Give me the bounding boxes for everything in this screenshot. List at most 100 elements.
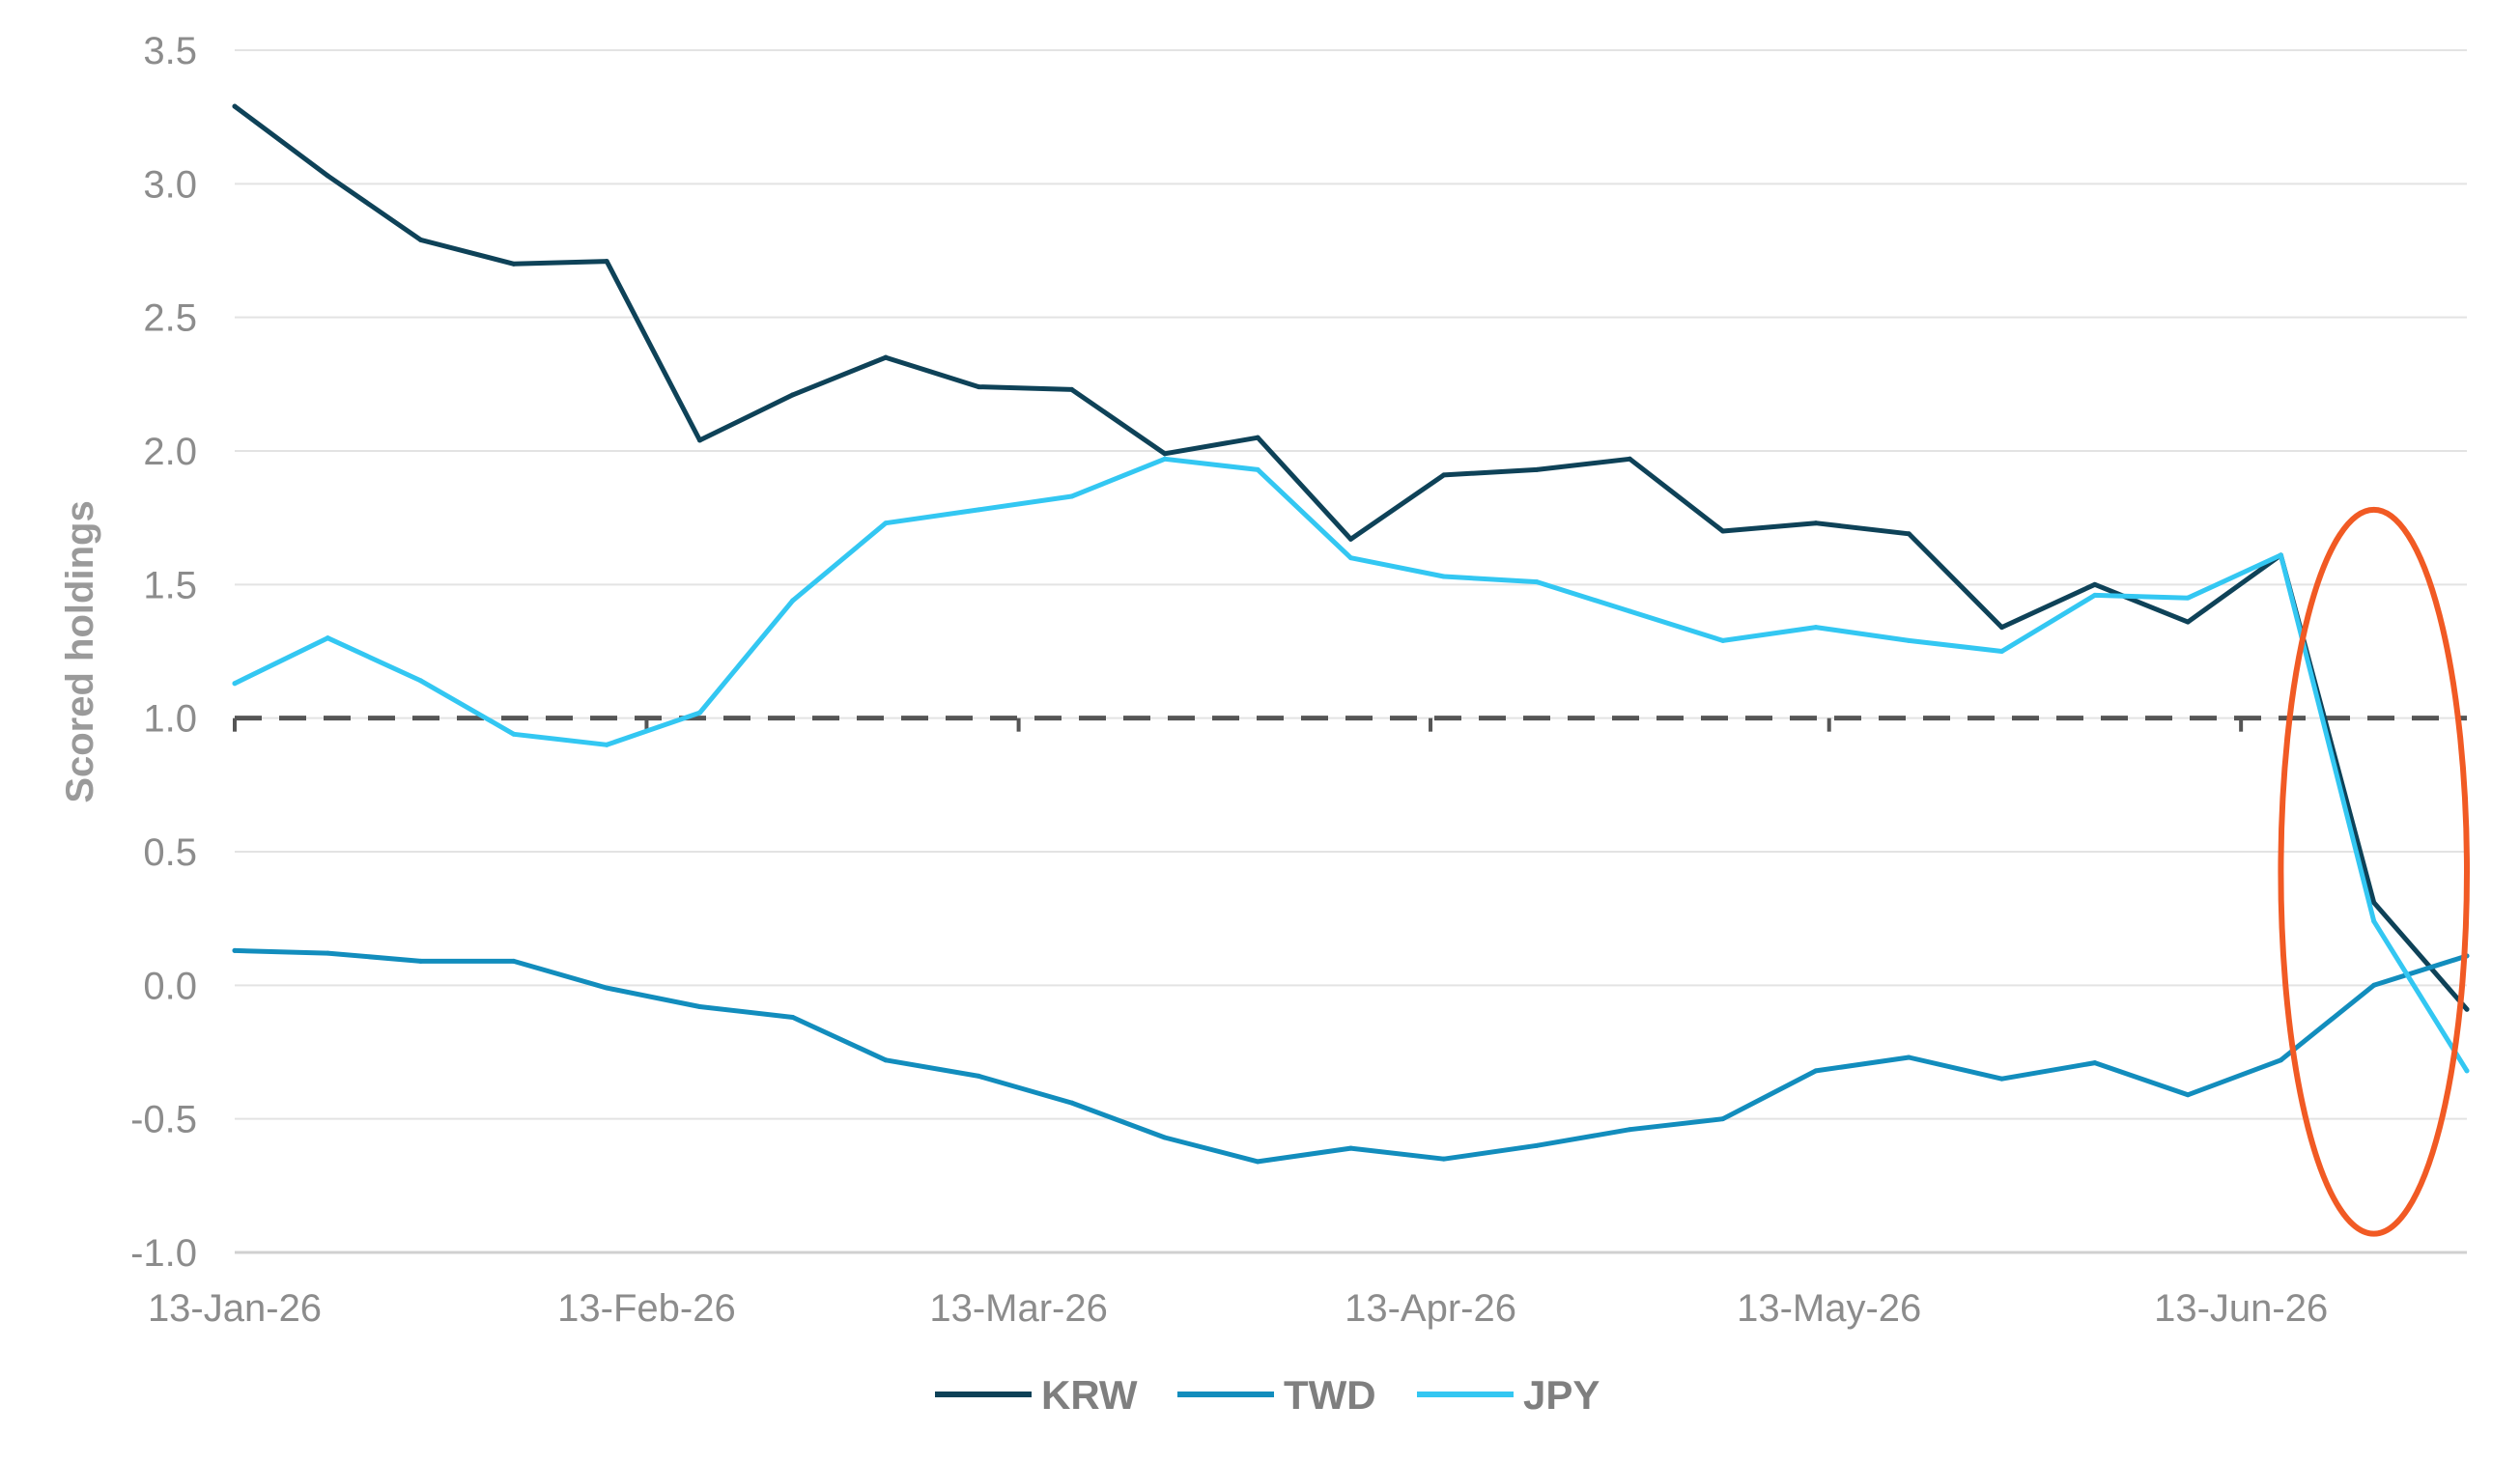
y-tick-label: -0.5 [130, 1099, 197, 1141]
y-tick-label: 3.5 [143, 30, 197, 72]
data-point-krw [1813, 520, 1819, 526]
data-point-krw [1348, 536, 1353, 542]
data-point-krw [604, 259, 609, 265]
data-point-twd [511, 958, 517, 964]
data-point-twd [1534, 1142, 1540, 1148]
y-tick-label: 3.0 [143, 163, 197, 206]
legend-label-twd: TWD [1284, 1372, 1376, 1418]
data-point-krw [232, 103, 238, 109]
data-point-krw [1162, 451, 1168, 457]
data-point-jpy [232, 681, 238, 687]
data-point-jpy [1999, 649, 2005, 654]
series-line-twd [232, 947, 2470, 1165]
data-point-jpy [2371, 918, 2377, 924]
series-lines [232, 103, 2470, 1165]
data-point-jpy [790, 598, 796, 604]
data-point-krw [2464, 1006, 2470, 1012]
data-point-krw [1627, 456, 1632, 462]
y-tick-label: 2.0 [143, 431, 197, 473]
data-point-krw [790, 392, 796, 398]
data-point-krw [1906, 531, 1911, 537]
data-point-krw [1720, 528, 1726, 534]
y-tick-label: 0.5 [143, 831, 197, 874]
data-point-jpy [511, 731, 517, 737]
data-point-twd [1627, 1127, 1632, 1133]
data-point-twd [2185, 1092, 2191, 1098]
legend-label-jpy: JPY [1523, 1372, 1600, 1418]
data-point-krw [976, 384, 981, 390]
data-point-twd [325, 950, 330, 956]
y-tick-label: -1.0 [130, 1232, 197, 1275]
data-point-jpy [1906, 637, 1911, 643]
x-tick-label: 13-Apr-26 [1345, 1287, 1516, 1330]
data-point-krw [696, 437, 702, 443]
data-point-krw [1441, 472, 1447, 478]
data-point-jpy [1441, 574, 1447, 579]
x-tick-label: 13-Mar-26 [929, 1287, 1108, 1330]
y-tick-label: 1.5 [143, 564, 197, 606]
data-point-jpy [325, 635, 330, 641]
data-point-krw [1255, 435, 1260, 440]
data-point-krw [2092, 581, 2098, 587]
data-point-twd [2278, 1057, 2283, 1063]
data-point-twd [604, 985, 609, 991]
reference-line-group [233, 716, 2467, 732]
data-point-twd [1069, 1100, 1075, 1106]
data-point-jpy [2278, 552, 2283, 558]
data-point-twd [1906, 1054, 1911, 1060]
data-point-jpy [1813, 625, 1819, 631]
x-tick-label: 13-May-26 [1737, 1287, 1921, 1330]
data-point-jpy [696, 710, 702, 716]
data-point-twd [2371, 982, 2377, 988]
data-point-jpy [1069, 493, 1075, 499]
data-point-twd [1162, 1135, 1168, 1140]
data-point-krw [2371, 900, 2377, 906]
data-point-jpy [1348, 555, 1353, 561]
data-point-twd [2092, 1060, 2098, 1066]
gridlines [235, 49, 2467, 1254]
data-point-twd [696, 1003, 702, 1009]
data-point-jpy [2185, 595, 2191, 601]
data-point-twd [418, 958, 424, 964]
data-point-jpy [1162, 456, 1168, 462]
data-point-twd [1348, 1145, 1353, 1151]
data-point-twd [883, 1057, 889, 1063]
data-point-krw [1069, 386, 1075, 392]
data-point-jpy [883, 520, 889, 526]
data-point-jpy [2092, 592, 2098, 598]
data-point-jpy [1534, 579, 1540, 585]
data-point-krw [1999, 625, 2005, 631]
data-point-twd [1813, 1068, 1819, 1074]
data-point-krw [2185, 619, 2191, 625]
legend: KRW TWD JPY [935, 1372, 1600, 1418]
x-tick-label: 13-Jun-26 [2154, 1287, 2328, 1330]
data-point-jpy [1720, 637, 1726, 643]
data-point-jpy [1255, 466, 1260, 472]
data-point-twd [1255, 1159, 1260, 1165]
x-tick-label: 13-Feb-26 [557, 1287, 736, 1330]
data-point-twd [1999, 1076, 2005, 1082]
data-point-twd [976, 1073, 981, 1079]
axes: 3.5 3.0 2.5 2.0 1.5 1.0 0.5 0.0 -0.5 -1.0 13-Jan-2… [130, 30, 2328, 1330]
x-tick-label: 13-Jan-26 [148, 1287, 322, 1330]
data-point-jpy [1627, 608, 1632, 614]
data-point-jpy [418, 678, 424, 684]
data-point-krw [511, 261, 517, 267]
data-point-krw [1534, 466, 1540, 472]
data-point-jpy [976, 507, 981, 513]
data-point-krw [325, 173, 330, 179]
data-point-jpy [604, 742, 609, 747]
y-tick-label: 0.0 [143, 965, 197, 1007]
legend-label-krw: KRW [1041, 1372, 1138, 1418]
data-point-twd [1441, 1156, 1447, 1162]
data-point-twd [790, 1015, 796, 1021]
data-point-krw [418, 237, 424, 242]
data-point-krw [883, 354, 889, 360]
y-axis-title: Scored holdings [59, 500, 101, 802]
annotations [2278, 506, 2470, 1237]
y-tick-label: 1.0 [143, 698, 197, 741]
highlight-ellipse [2278, 506, 2470, 1237]
y-tick-label: 2.5 [143, 297, 197, 340]
data-point-jpy [2464, 1068, 2470, 1074]
